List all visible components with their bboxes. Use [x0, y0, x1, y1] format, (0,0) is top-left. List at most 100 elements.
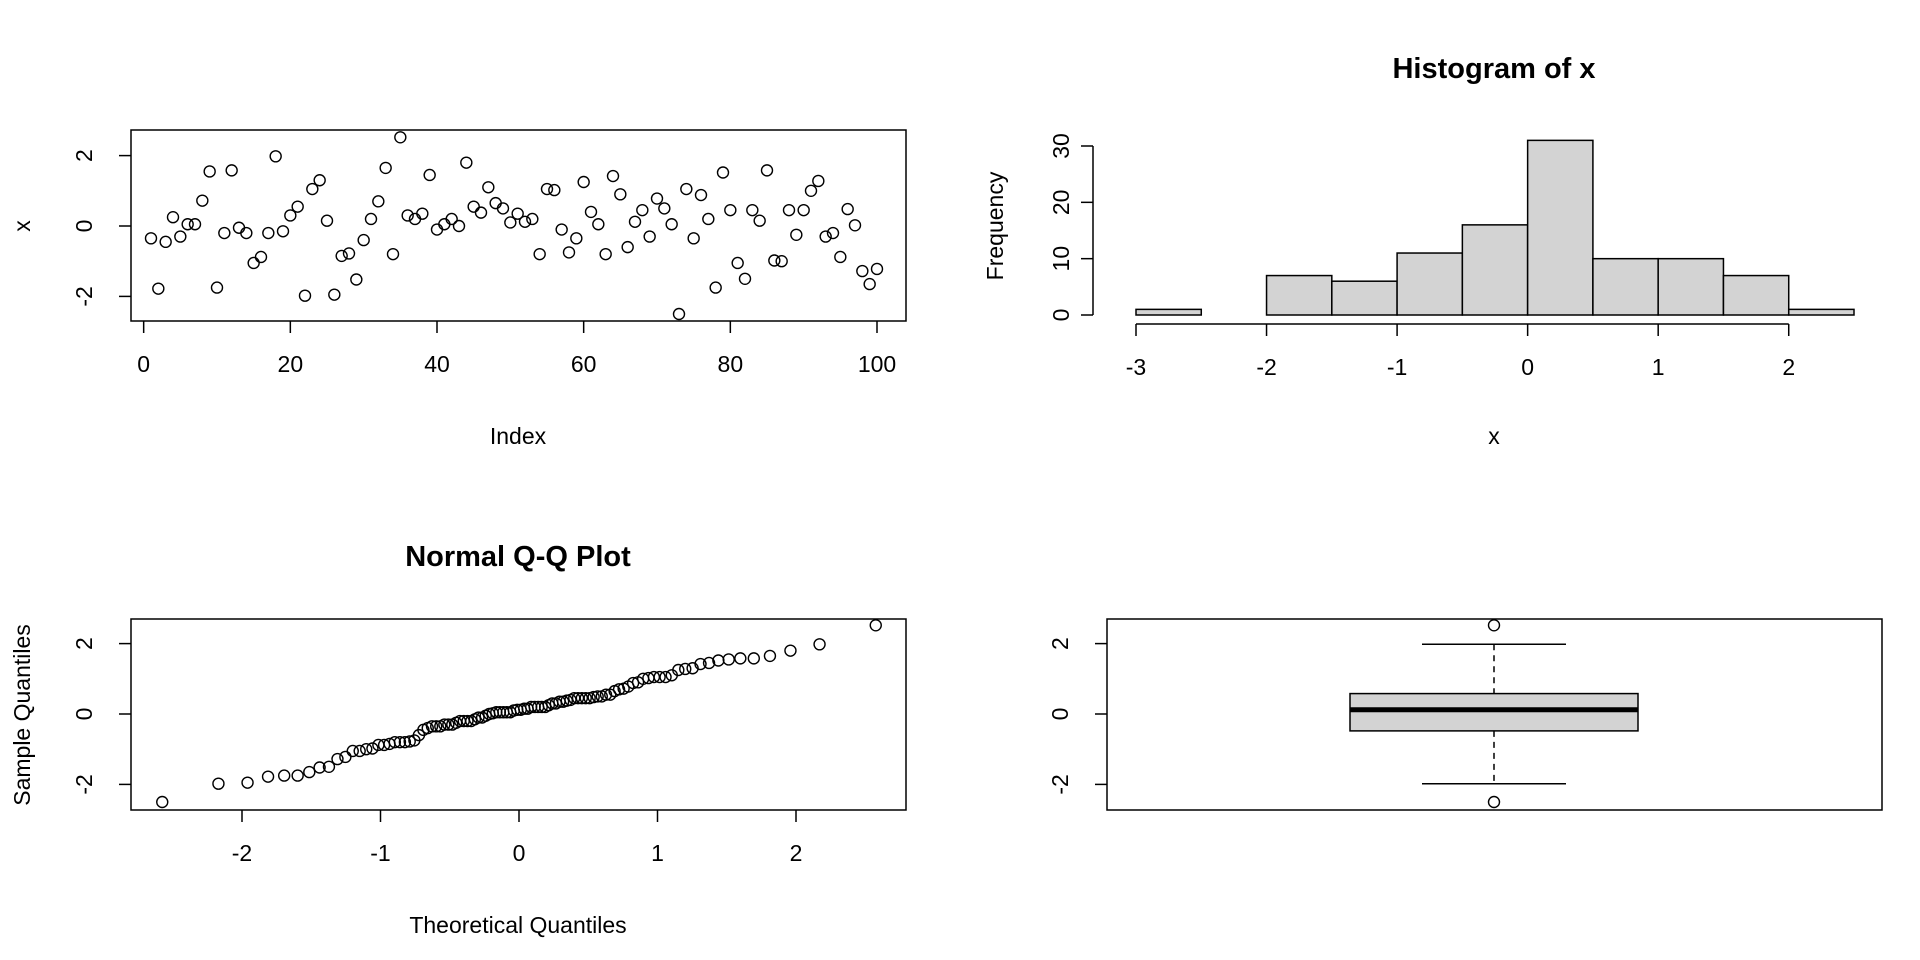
- index-plot-point: [496, 202, 510, 215]
- boxplot-marks: [1349, 619, 1639, 809]
- index-plot-points: [144, 131, 884, 321]
- index-plot-point: [526, 212, 539, 226]
- index-plot-point: [746, 203, 759, 217]
- index-plot-point: [511, 207, 524, 220]
- qq-plot-point: [535, 700, 548, 714]
- index-plot-point: [548, 183, 561, 197]
- histogram-bar: [1787, 308, 1855, 316]
- index-plot-ticks: 0 20 40 60 80 100 -2 0 2: [71, 149, 896, 377]
- index-plot-xtick-label: 80: [718, 351, 744, 377]
- index-plot-point: [423, 168, 436, 182]
- boxplot-panel: -2 0 2: [1047, 618, 1883, 811]
- qq-plot-point: [659, 670, 672, 684]
- histogram-bar: [1461, 224, 1529, 316]
- qq-plot-point: [322, 760, 336, 773]
- index-plot-point: [790, 228, 803, 242]
- index-plot-point: [533, 247, 546, 261]
- qq-plot-point: [604, 688, 617, 701]
- index-plot-point: [262, 226, 275, 240]
- index-plot-point: [834, 250, 847, 264]
- index-plot-point: [144, 232, 158, 245]
- index-plot-point: [328, 288, 341, 301]
- histogram-xtick-label: -1: [1387, 354, 1407, 380]
- index-plot-point: [562, 246, 576, 259]
- qq-plot-xtick-label: -1: [370, 840, 390, 866]
- qq-plot-point: [763, 649, 777, 663]
- index-plot-point: [240, 226, 253, 240]
- histogram-title: Histogram of x: [1392, 53, 1595, 85]
- qq-plot-point: [461, 714, 474, 728]
- index-plot-point: [856, 264, 869, 278]
- index-plot-point: [386, 247, 400, 261]
- index-plot-point: [680, 182, 693, 196]
- qq-plot-point: [472, 711, 485, 724]
- qq-plot-point: [612, 683, 626, 696]
- qq-plot-point: [353, 744, 366, 758]
- histogram-ytick-label: 20: [1048, 190, 1074, 216]
- histogram-bar: [1722, 274, 1790, 316]
- index-plot-xtick-label: 60: [571, 351, 597, 377]
- index-plot-point: [628, 215, 642, 228]
- index-plot-point: [342, 247, 356, 260]
- histogram-bars: [1135, 139, 1855, 316]
- qq-plot-point: [339, 750, 352, 764]
- boxplot-outlier: [1487, 795, 1501, 809]
- index-plot-point: [416, 207, 429, 220]
- index-plot-point: [350, 273, 363, 286]
- qq-plot-point: [575, 691, 589, 705]
- index-plot-point: [254, 250, 268, 264]
- index-plot-point: [606, 169, 620, 183]
- qq-plot-point: [694, 657, 707, 671]
- index-plot-point: [504, 216, 517, 229]
- qq-plot-title: Normal Q-Q Plot: [405, 541, 631, 573]
- histogram-xtick-label: 2: [1782, 354, 1795, 380]
- index-plot-point: [570, 232, 583, 245]
- index-plot-point: [599, 247, 612, 261]
- boxplot-ytick-label: 0: [1047, 708, 1073, 721]
- qq-plot-point: [403, 735, 416, 748]
- index-plot-point: [643, 230, 656, 243]
- index-plot-point: [152, 282, 165, 295]
- qq-plot-point: [679, 662, 692, 676]
- index-plot-point: [460, 156, 473, 169]
- histogram-xtick-label: 0: [1521, 354, 1534, 380]
- index-plot-point: [269, 150, 282, 163]
- qq-plot-point: [241, 776, 254, 789]
- index-plot-point: [621, 240, 634, 254]
- index-plot-point: [687, 232, 700, 245]
- qq-plot-ytick-label: 2: [71, 637, 97, 650]
- index-plot-point: [577, 175, 590, 189]
- qq-plot-ytick-label: -2: [71, 774, 97, 794]
- index-plot-point: [372, 195, 385, 208]
- index-plot-point: [306, 182, 319, 196]
- boxplot-ytick-label: 2: [1047, 637, 1073, 650]
- index-plot-ytick-label: -2: [71, 286, 97, 306]
- index-plot-point: [584, 205, 598, 219]
- qq-plot-point: [591, 690, 604, 703]
- index-plot-point: [658, 202, 671, 215]
- qq-plot-point: [599, 688, 613, 701]
- index-plot-point: [724, 203, 737, 217]
- qq-plot-point: [360, 743, 373, 756]
- index-plot-point: [650, 192, 664, 205]
- index-plot-point: [467, 200, 480, 213]
- qq-plot-point: [672, 663, 685, 677]
- qq-plot-point: [291, 769, 304, 782]
- index-plot-point: [320, 214, 334, 227]
- qq-plot-point: [579, 691, 592, 705]
- histogram-bar: [1657, 257, 1725, 316]
- qq-plot-point: [747, 652, 761, 665]
- histogram-xtick-label: -2: [1256, 354, 1276, 380]
- index-plot-point: [218, 226, 231, 240]
- index-plot-point: [357, 233, 370, 247]
- qq-plot-point: [702, 656, 716, 670]
- index-plot-point: [247, 256, 260, 270]
- index-plot-point: [364, 212, 378, 226]
- histogram-xtick-label: -3: [1126, 354, 1146, 380]
- index-plot-point: [812, 174, 825, 188]
- index-plot-point: [298, 289, 312, 302]
- index-plot-point: [430, 223, 444, 236]
- qq-plot-point: [398, 735, 412, 749]
- qq-plot-points: [156, 619, 882, 809]
- histogram-bar: [1592, 257, 1659, 316]
